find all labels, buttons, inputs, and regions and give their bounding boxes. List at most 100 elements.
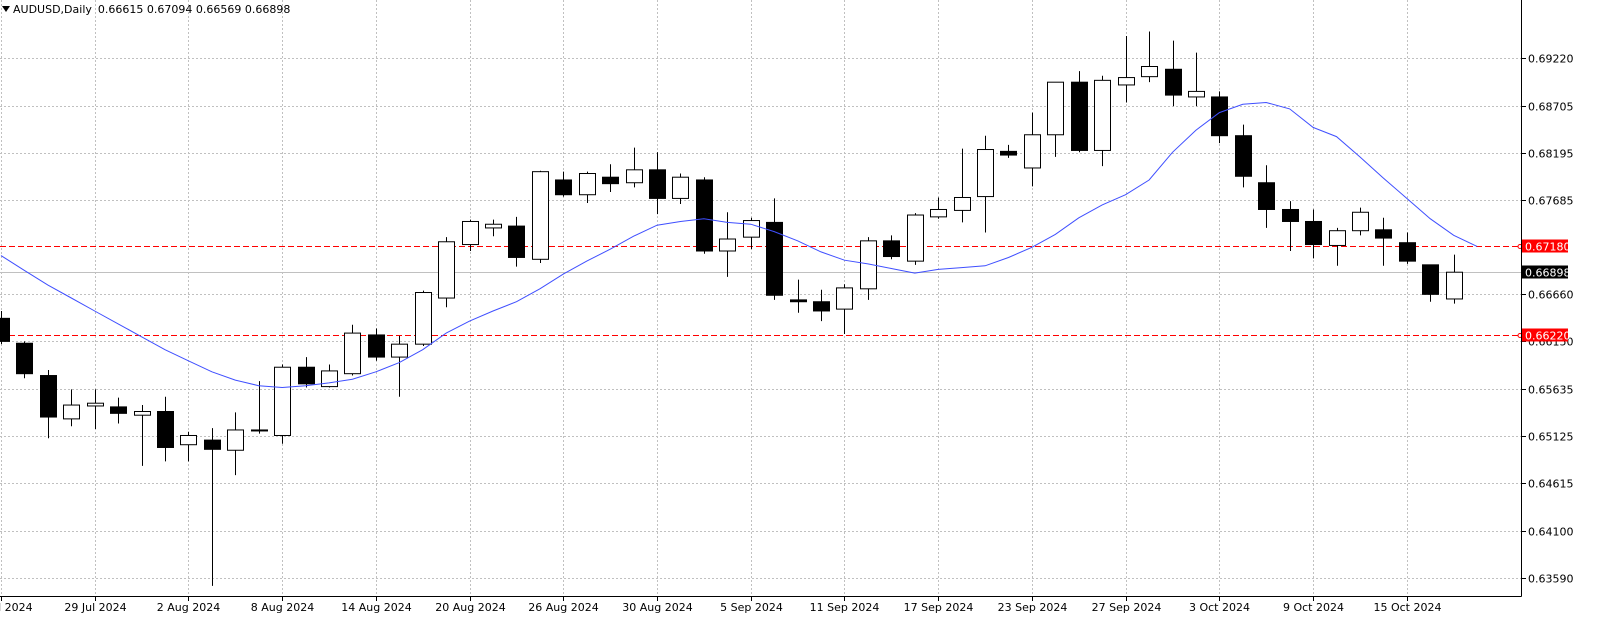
candle-body	[1375, 229, 1392, 239]
candle-bullish[interactable]	[1047, 81, 1064, 157]
candle-bearish[interactable]	[1422, 264, 1439, 302]
candle-bullish[interactable]	[532, 170, 549, 263]
candle-bullish[interactable]	[227, 412, 244, 476]
candle-bearish[interactable]	[1375, 217, 1392, 266]
date-tick-label: 15 Oct 2024	[1373, 601, 1441, 614]
candle-bearish[interactable]	[16, 341, 33, 379]
candle-body	[63, 404, 80, 420]
candle-bullish[interactable]	[907, 213, 924, 265]
candle-bullish[interactable]	[1094, 75, 1111, 167]
candle-bearish[interactable]	[696, 177, 713, 254]
candle-bullish[interactable]	[1329, 227, 1346, 266]
candle-bullish[interactable]	[1118, 36, 1135, 103]
candle-body	[157, 411, 174, 448]
candle-bullish[interactable]	[274, 364, 291, 444]
candle-body	[907, 214, 924, 262]
candle-body	[836, 287, 853, 310]
candle-body	[860, 240, 877, 290]
candle-bullish[interactable]	[672, 173, 689, 204]
candle-bearish[interactable]	[883, 235, 900, 260]
dropdown-triangle-icon[interactable]	[2, 6, 10, 12]
candle-bearish[interactable]	[0, 310, 10, 345]
date-tick-label: 5 Sep 2024	[720, 601, 783, 614]
candle-bullish[interactable]	[485, 219, 502, 237]
candle-body	[251, 429, 268, 432]
candle-bullish[interactable]	[1188, 52, 1205, 107]
candle-bearish[interactable]	[1235, 124, 1252, 188]
candle-body	[813, 301, 830, 312]
candle-bullish[interactable]	[344, 324, 361, 376]
candle-bearish[interactable]	[1399, 232, 1416, 264]
candle-body	[1235, 135, 1252, 177]
candle-bullish[interactable]	[1446, 254, 1463, 304]
level-price-label: 0.66220	[1525, 330, 1571, 343]
price-tick-label: 0.64100	[1528, 526, 1574, 539]
candle-bearish[interactable]	[790, 279, 807, 313]
candle-bullish[interactable]	[391, 335, 408, 397]
candle-bearish[interactable]	[110, 397, 127, 424]
candle-body	[766, 221, 783, 296]
candles	[0, 31, 1463, 586]
candle-bullish[interactable]	[954, 148, 971, 223]
candle-bearish[interactable]	[1282, 201, 1299, 251]
candle-bearish[interactable]	[157, 396, 174, 462]
level-price-tag	[1522, 328, 1568, 342]
candle-body	[1071, 81, 1088, 151]
candle-bullish[interactable]	[321, 364, 338, 388]
candle-bullish[interactable]	[251, 381, 268, 434]
candle-body	[1188, 90, 1205, 98]
candle-body	[1047, 81, 1064, 136]
candle-body	[1282, 208, 1299, 222]
candle-bearish[interactable]	[813, 289, 830, 322]
ohlc-values: 0.66615 0.67094 0.66569 0.66898	[97, 3, 291, 16]
candle-body	[1165, 68, 1182, 96]
candle-body	[508, 225, 525, 258]
candle-body	[1211, 96, 1228, 137]
candle-bullish[interactable]	[134, 405, 151, 466]
candle-bearish[interactable]	[649, 152, 666, 215]
candle-bearish[interactable]	[40, 369, 57, 439]
candle-bullish[interactable]	[1024, 112, 1041, 187]
candle-bullish[interactable]	[977, 135, 994, 233]
date-tick-label: 23 Jul 2024	[0, 601, 33, 614]
candle-bearish[interactable]	[766, 198, 783, 300]
date-tick-label: 3 Oct 2024	[1189, 601, 1250, 614]
candle-body	[555, 179, 572, 196]
price-tick-label: 0.64615	[1528, 478, 1574, 491]
candle-bullish[interactable]	[930, 197, 947, 219]
candle-bearish[interactable]	[1305, 209, 1322, 259]
candle-bullish[interactable]	[63, 389, 80, 427]
candle-bearish[interactable]	[1165, 40, 1182, 107]
candle-body	[180, 434, 197, 446]
candle-bullish[interactable]	[180, 431, 197, 462]
candle-bearish[interactable]	[1211, 91, 1228, 144]
candle-body	[1305, 220, 1322, 246]
candle-bearish[interactable]	[1258, 165, 1275, 228]
candle-bearish[interactable]	[602, 164, 619, 192]
candle-bearish[interactable]	[298, 357, 315, 388]
candle-bullish[interactable]	[860, 237, 877, 300]
candle-bullish[interactable]	[743, 217, 760, 250]
candle-bearish[interactable]	[204, 428, 221, 586]
candle-bullish[interactable]	[87, 389, 104, 430]
candle-bearish[interactable]	[368, 328, 385, 361]
candle-bullish[interactable]	[626, 147, 643, 188]
candle-bullish[interactable]	[1352, 207, 1369, 236]
candle-bullish[interactable]	[415, 290, 432, 347]
candle-body	[227, 429, 244, 451]
date-tick-label: 26 Aug 2024	[528, 601, 598, 614]
candle-bullish[interactable]	[579, 171, 596, 204]
candle-bullish[interactable]	[462, 219, 479, 251]
candle-bearish[interactable]	[1071, 71, 1088, 153]
candle-body	[415, 292, 432, 345]
candle-bullish[interactable]	[1141, 31, 1158, 83]
candle-bullish[interactable]	[438, 237, 455, 308]
candle-bearish[interactable]	[508, 216, 525, 267]
candle-bearish[interactable]	[1000, 144, 1017, 158]
candle-body	[1094, 79, 1111, 151]
candle-bullish[interactable]	[836, 284, 853, 335]
candle-bullish[interactable]	[719, 212, 736, 277]
candle-bearish[interactable]	[555, 171, 572, 197]
